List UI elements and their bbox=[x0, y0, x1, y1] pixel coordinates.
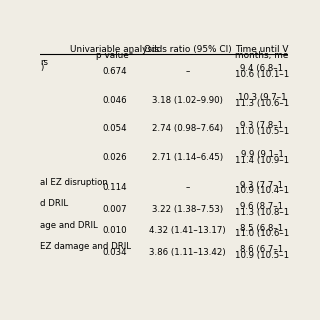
Text: 11.3 (10.6–1: 11.3 (10.6–1 bbox=[235, 99, 289, 108]
Text: 0.010: 0.010 bbox=[102, 226, 127, 235]
Text: p value*: p value* bbox=[96, 51, 133, 60]
Text: 8.6 (6.7–1: 8.6 (6.7–1 bbox=[240, 245, 284, 254]
Text: 3.18 (1.02–9.90): 3.18 (1.02–9.90) bbox=[152, 96, 223, 105]
Text: Univariable analysis: Univariable analysis bbox=[70, 44, 159, 53]
Text: 2.71 (1.14–6.45): 2.71 (1.14–6.45) bbox=[152, 153, 223, 162]
Text: 0.674: 0.674 bbox=[102, 67, 127, 76]
Text: 3.86 (1.11–13.42): 3.86 (1.11–13.42) bbox=[149, 248, 226, 257]
Text: Odds ratio (95% CI): Odds ratio (95% CI) bbox=[144, 44, 231, 53]
Text: ): ) bbox=[40, 63, 43, 72]
Text: –: – bbox=[185, 67, 190, 76]
Text: 10.3 (9.7–1: 10.3 (9.7–1 bbox=[238, 92, 286, 102]
Text: 9.6 (8.7–1: 9.6 (8.7–1 bbox=[240, 202, 284, 211]
Text: 11.4 (10.9–1: 11.4 (10.9–1 bbox=[235, 156, 289, 165]
Text: 11.0 (10.5–1: 11.0 (10.5–1 bbox=[235, 127, 289, 136]
Text: 3.22 (1.38–7.53): 3.22 (1.38–7.53) bbox=[152, 205, 223, 214]
Text: 10.6 (10.1–1: 10.6 (10.1–1 bbox=[235, 70, 289, 79]
Text: –: – bbox=[185, 183, 190, 192]
Text: EZ damage and DRIL: EZ damage and DRIL bbox=[40, 242, 131, 251]
Text: al EZ disruption: al EZ disruption bbox=[40, 178, 108, 187]
Text: d DRIL: d DRIL bbox=[40, 199, 68, 208]
Text: 2.74 (0.98–7.64): 2.74 (0.98–7.64) bbox=[152, 124, 223, 133]
Text: 9.3 (7.7–1: 9.3 (7.7–1 bbox=[240, 181, 284, 190]
Text: 4.32 (1.41–13.17): 4.32 (1.41–13.17) bbox=[149, 226, 226, 235]
Text: 9.3 (7.8–1: 9.3 (7.8–1 bbox=[240, 121, 284, 130]
Text: 10.9 (10.4–1: 10.9 (10.4–1 bbox=[235, 186, 289, 195]
Text: 0.034: 0.034 bbox=[102, 248, 127, 257]
Text: 9.9 (9.1–1: 9.9 (9.1–1 bbox=[241, 150, 284, 159]
Text: months, me: months, me bbox=[235, 51, 289, 60]
Text: 11.0 (10.6–1: 11.0 (10.6–1 bbox=[235, 229, 289, 238]
Text: 0.054: 0.054 bbox=[102, 124, 127, 133]
Text: 0.007: 0.007 bbox=[102, 205, 127, 214]
Text: 8.5 (6.8–1: 8.5 (6.8–1 bbox=[240, 224, 284, 233]
Text: 0.114: 0.114 bbox=[102, 183, 127, 192]
Text: 0.046: 0.046 bbox=[102, 96, 127, 105]
Text: Time until V: Time until V bbox=[235, 44, 289, 53]
Text: 9.4 (6.8–1: 9.4 (6.8–1 bbox=[240, 64, 284, 73]
Text: 11.3 (10.8–1: 11.3 (10.8–1 bbox=[235, 208, 289, 217]
Text: 10.9 (10.5–1: 10.9 (10.5–1 bbox=[235, 251, 289, 260]
Text: rs: rs bbox=[40, 58, 48, 67]
Text: 0.026: 0.026 bbox=[102, 153, 127, 162]
Text: age and DRIL: age and DRIL bbox=[40, 221, 98, 230]
